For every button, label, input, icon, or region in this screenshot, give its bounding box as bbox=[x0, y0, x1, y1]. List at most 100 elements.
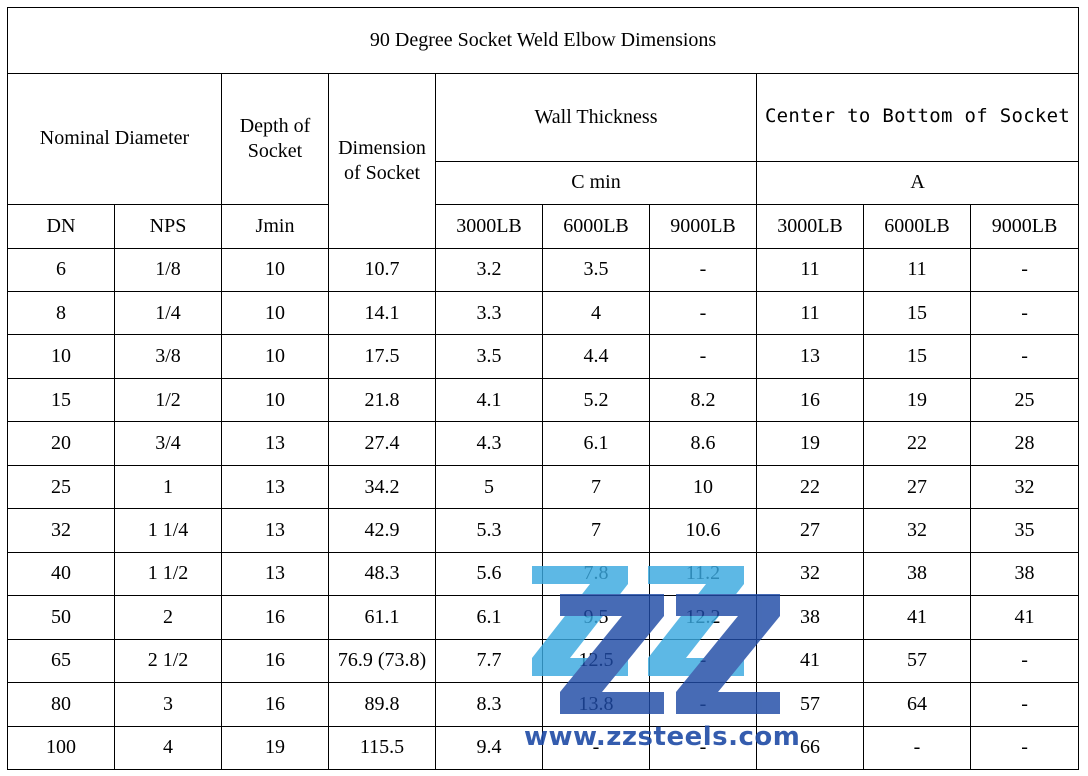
header-center-to-bottom-sub: A bbox=[755, 160, 1080, 206]
header-depth-of-socket: Depth of Socket bbox=[221, 72, 329, 206]
cell-wt-9000: - bbox=[649, 725, 757, 770]
cell-a-6000: 22 bbox=[863, 421, 971, 466]
table-row: 80 3 16 89.8 8.3 13.8-57 64- bbox=[7, 682, 1080, 727]
header-a-3000: 3000LB bbox=[756, 204, 864, 249]
cell-dimension: 34.2 bbox=[328, 464, 436, 510]
table-row: 65 2 1/2 16 76.9 (73.8) 7.7 12.5-41 57- bbox=[7, 638, 1080, 684]
cell-nps: 3/4 bbox=[114, 421, 222, 466]
cell-a-9000: - bbox=[969, 682, 1080, 727]
cell-a-3000: 22 bbox=[756, 464, 864, 510]
cell-a-6000: 32 bbox=[863, 508, 971, 553]
header-wall-thickness: Wall Thickness bbox=[435, 72, 757, 162]
cell-jmin: 13 bbox=[221, 551, 329, 597]
cell-wt-6000: 7 bbox=[542, 508, 650, 553]
cell-wt-3000: 9.4 bbox=[435, 725, 543, 770]
cell-dimension: 89.8 bbox=[328, 682, 436, 727]
cell-a-9000: - bbox=[969, 247, 1080, 292]
cell-a-6000: 38 bbox=[863, 551, 971, 597]
cell-wt-3000: 5.6 bbox=[435, 551, 543, 597]
cell-jmin: 19 bbox=[221, 725, 329, 770]
table-title: 90 Degree Socket Weld Elbow Dimensions bbox=[6, 7, 1080, 74]
cell-wt-9000: 11.2 bbox=[649, 551, 757, 597]
cell-wt-3000: 6.1 bbox=[435, 595, 543, 640]
cell-a-3000: 13 bbox=[756, 334, 864, 379]
cell-dimension: 14.1 bbox=[328, 290, 436, 336]
header-wt-9000: 9000LB bbox=[649, 204, 757, 249]
cell-a-3000: 32 bbox=[756, 551, 864, 597]
table-row: 20 3/4 13 27.4 4.3 6.1 8.6 19 22 28 bbox=[7, 421, 1080, 466]
cell-wt-3000: 4.3 bbox=[435, 421, 543, 466]
cell-a-3000: 16 bbox=[756, 377, 864, 423]
cell-dimension: 48.3 bbox=[328, 551, 436, 597]
cell-nps: 1/2 bbox=[114, 377, 222, 423]
header-nominal-diameter: Nominal Diameter bbox=[7, 72, 222, 206]
cell-a-6000: 11 bbox=[863, 247, 971, 292]
header-center-to-bottom: Center to Bottom of Socket bbox=[755, 72, 1080, 162]
cell-wt-3000: 5 bbox=[435, 464, 543, 510]
cell-dn: 25 bbox=[7, 464, 115, 510]
cell-nps: 3/8 bbox=[114, 334, 222, 379]
cell-wt-6000: 5.2 bbox=[542, 377, 650, 423]
cell-wt-9000: 12.2 bbox=[649, 595, 757, 640]
cell-wt-6000: 4.4 bbox=[542, 334, 650, 379]
cell-a-9000: 25 bbox=[969, 377, 1080, 423]
cell-a-6000: 19 bbox=[863, 377, 971, 423]
header-a-9000: 9000LB bbox=[969, 204, 1080, 249]
cell-wt-6000: - bbox=[542, 725, 650, 770]
cell-jmin: 13 bbox=[221, 464, 329, 510]
table-row: 10 3/8 10 17.5 3.5 4.4-13 15- bbox=[7, 334, 1080, 379]
cell-wt-3000: 7.7 bbox=[435, 638, 543, 684]
header-dn: DN bbox=[7, 204, 115, 249]
cell-wt-3000: 3.2 bbox=[435, 247, 543, 292]
cell-a-9000: 38 bbox=[969, 551, 1080, 597]
cell-wt-6000: 9.5 bbox=[542, 595, 650, 640]
cell-jmin: 13 bbox=[221, 421, 329, 466]
cell-a-3000: 27 bbox=[756, 508, 864, 553]
table-row: 40 1 1/2 13 48.3 5.6 7.8 11.2 32 38 38 bbox=[7, 551, 1080, 597]
cell-a-6000: 64 bbox=[863, 682, 971, 727]
header-a-6000: 6000LB bbox=[863, 204, 971, 249]
cell-wt-6000: 6.1 bbox=[542, 421, 650, 466]
cell-nps: 1 1/2 bbox=[114, 551, 222, 597]
cell-jmin: 10 bbox=[221, 377, 329, 423]
cell-wt-9000: 8.2 bbox=[649, 377, 757, 423]
cell-wt-3000: 8.3 bbox=[435, 682, 543, 727]
cell-a-6000: 41 bbox=[863, 595, 971, 640]
cell-wt-6000: 13.8 bbox=[542, 682, 650, 727]
cell-dn: 8 bbox=[7, 290, 115, 336]
cell-nps: 1/4 bbox=[114, 290, 222, 336]
cell-jmin: 16 bbox=[221, 595, 329, 640]
table-row: 15 1/2 10 21.8 4.1 5.2 8.2 16 19 25 bbox=[7, 377, 1080, 423]
cell-wt-3000: 5.3 bbox=[435, 508, 543, 553]
cell-nps: 1 bbox=[114, 464, 222, 510]
cell-wt-6000: 7 bbox=[542, 464, 650, 510]
cell-dimension: 27.4 bbox=[328, 421, 436, 466]
cell-a-3000: 19 bbox=[756, 421, 864, 466]
cell-a-3000: 41 bbox=[756, 638, 864, 684]
cell-a-3000: 11 bbox=[756, 290, 864, 336]
cell-a-9000: 28 bbox=[969, 421, 1080, 466]
cell-wt-9000: - bbox=[649, 290, 757, 336]
cell-dn: 32 bbox=[7, 508, 115, 553]
cell-wt-3000: 3.5 bbox=[435, 334, 543, 379]
header-wt-3000: 3000LB bbox=[435, 204, 543, 249]
cell-a-6000: 27 bbox=[863, 464, 971, 510]
cell-wt-6000: 3.5 bbox=[542, 247, 650, 292]
cell-wt-6000: 4 bbox=[542, 290, 650, 336]
cell-dimension: 17.5 bbox=[328, 334, 436, 379]
cell-dimension: 21.8 bbox=[328, 377, 436, 423]
cell-wt-3000: 4.1 bbox=[435, 377, 543, 423]
cell-a-6000: 57 bbox=[863, 638, 971, 684]
cell-jmin: 16 bbox=[221, 638, 329, 684]
cell-wt-9000: - bbox=[649, 247, 757, 292]
cell-nps: 3 bbox=[114, 682, 222, 727]
cell-a-9000: 35 bbox=[969, 508, 1080, 553]
cell-dn: 10 bbox=[7, 334, 115, 379]
cell-a-9000: - bbox=[969, 334, 1080, 379]
cell-jmin: 13 bbox=[221, 508, 329, 553]
cell-a-6000: - bbox=[863, 725, 971, 770]
cell-wt-9000: - bbox=[649, 638, 757, 684]
cell-nps: 1/8 bbox=[114, 247, 222, 292]
header-wt-6000: 6000LB bbox=[542, 204, 650, 249]
table-row: 32 1 1/4 13 42.9 5.3 7 10.6 27 32 35 bbox=[7, 508, 1080, 553]
